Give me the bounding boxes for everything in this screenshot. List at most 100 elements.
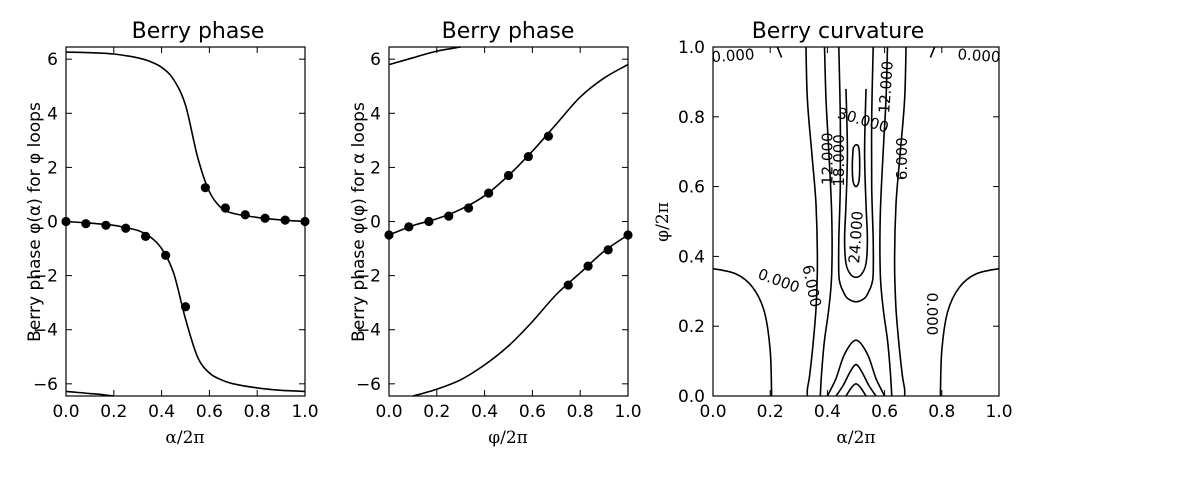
panel1-yticks: 6 4 2 0 −2 −4 −6 [33,50,305,395]
contour-label: 0.000 [957,45,1001,66]
panel-phase-phi: Berry phase 0.0 0.2 0.4 0.6 0.8 1.0 6 4 2 0 −2 −4 −… [349,19,642,448]
panel3-ylabel: φ/2π [653,202,673,242]
contour-label: 18.000 [830,134,848,187]
data-point [583,261,593,271]
y-tick-label: −2 [33,267,58,287]
y-tick-label: 0 [370,213,381,233]
x-tick-label: 1.0 [614,402,641,422]
data-point [121,223,131,233]
data-point [161,250,171,260]
y-tick-label: 2 [370,158,381,178]
panel1-title: Berry phase [132,19,265,44]
y-tick-label: 0 [47,213,58,233]
series-line [65,390,114,397]
contour-label: 12.000 [875,60,897,114]
panel1-ylabel: Berry phase φ(α) for φ loops [25,102,45,342]
panel2-markers [384,131,633,290]
data-point [180,302,191,312]
series-line [388,46,461,66]
panel2-ylabel: Berry phase φ(φ) for α loops [349,102,369,342]
data-point [81,219,91,229]
panel1-xticks: 0.0 0.2 0.4 0.6 0.8 1.0 [52,47,319,422]
y-tick-label: 0.6 [678,178,705,198]
data-point [444,211,454,221]
y-tick-label: 0.8 [678,108,705,128]
contour-label: 0.000 [923,293,941,336]
data-point [603,245,613,255]
data-point [220,203,231,213]
data-point [280,215,290,225]
y-tick-label: 0.0 [678,387,705,407]
x-tick-label: 0.0 [699,402,726,422]
data-point [101,220,111,230]
data-point [424,216,434,227]
panel1-frame [65,46,306,397]
panel2-yticks: 6 4 2 0 −2 −4 −6 [356,50,628,395]
contour-line [879,46,893,397]
x-tick-label: 0.0 [375,402,402,422]
panel3-yticks: 1.0 0.8 0.6 0.4 0.2 0.0 [678,38,999,407]
panel-curvature: Berry curvature 0.000 0.0000.0000.0006.00… [653,19,1013,448]
panel1-markers [61,183,310,312]
x-tick-label: 0.2 [100,402,127,422]
y-tick-label: 6 [47,50,58,70]
y-tick-label: −6 [33,375,58,395]
data-point [463,203,474,213]
panel2-title: Berry phase [442,19,575,44]
contour-label: 12.000 [818,132,836,185]
contour-line [776,46,783,58]
series-line [65,220,306,393]
x-tick-label: 0.6 [196,402,223,422]
y-tick-label: 0.2 [678,317,705,337]
x-tick-label: 0.4 [471,402,498,422]
x-tick-label: 0.8 [244,402,271,422]
y-tick-label: 2 [47,158,58,178]
data-point [484,188,494,198]
y-tick-label: 4 [370,104,381,124]
panel3-xlabel: α/2π [836,428,875,448]
contour-label: 24.000 [845,210,867,264]
contour-line [805,46,819,397]
panel-phase-alpha: Berry phase 0.0 0.2 0.4 0.6 0.8 1.0 6 4 2 0 −2 −4 −… [25,19,319,448]
x-tick-label: 0.8 [567,402,594,422]
y-tick-label: −4 [356,321,381,341]
contour-label: 6.000 [798,263,825,309]
y-tick-label: −4 [33,321,58,341]
y-tick-label: −2 [356,267,381,287]
x-tick-label: 0.4 [148,402,175,422]
data-point [563,280,573,290]
contour-label: 6.000 [893,137,911,180]
x-tick-label: 0.2 [757,402,784,422]
panel3-contour-labels: 0.000 0.0000.0000.0006.0006.00012.00012.0… [711,45,1001,335]
data-point [543,131,554,141]
contour-line [893,46,907,397]
contour-line [837,46,875,303]
contour-line [929,46,936,58]
x-tick-label: 0.6 [519,402,546,422]
x-tick-label: 0.8 [928,402,955,422]
data-point [523,151,533,162]
series-line [65,51,306,223]
contour-label: 0.000 [711,45,755,66]
contour-line [835,363,877,397]
panel2-xlabel: φ/2π [488,428,528,448]
data-point [260,213,270,223]
data-point [503,170,514,181]
x-tick-label: 0.2 [423,402,450,422]
panel1-xlabel: α/2π [165,428,204,448]
data-point [623,230,633,240]
data-point [384,230,394,240]
contour-label: 0.000 [756,265,803,297]
y-tick-label: −6 [356,375,381,395]
data-point [240,210,250,220]
series-line [388,63,629,236]
x-tick-label: 0.6 [871,402,898,422]
y-tick-label: 0.4 [678,247,705,267]
y-tick-label: 1.0 [678,38,705,58]
contour-line [843,88,869,279]
contour-line [819,46,833,397]
x-tick-label: 1.0 [291,402,318,422]
y-tick-label: 4 [47,104,58,124]
contour-line [826,339,886,397]
